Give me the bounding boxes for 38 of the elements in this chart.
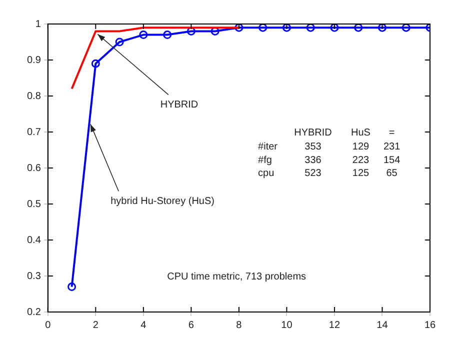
x-tick-label: 16 <box>424 320 436 331</box>
y-tick-label: 1 <box>35 18 42 30</box>
point <box>163 30 172 40</box>
point <box>402 24 410 32</box>
annotation: CPU time metric, 713 problems <box>167 271 306 282</box>
y-tick-label: 0.4 <box>26 234 42 246</box>
x-tick-label: 10 <box>281 320 293 331</box>
text: HYBRID HuS = <box>294 127 395 138</box>
y-tick-label: 0.2 <box>26 306 42 318</box>
y-tick-label: 0.6 <box>26 162 42 174</box>
point <box>234 24 244 32</box>
y-tick-label: 0.8 <box>26 90 42 102</box>
x-tick-label: 6 <box>188 320 194 331</box>
point <box>330 24 339 32</box>
x-tick-label: 4 <box>140 320 147 331</box>
point <box>306 24 315 32</box>
x-tick-label: 0 <box>45 320 52 331</box>
point <box>378 24 386 32</box>
point <box>68 282 76 292</box>
y-tick-label: 0.7 <box>26 126 42 138</box>
point <box>282 24 291 32</box>
text: #iter 353 129 231 <box>258 142 400 153</box>
annotation: hybrid Hu-Storey (HuS) <box>110 196 214 207</box>
x-tick-label: 14 <box>376 320 388 331</box>
y-tick-label: 0.3 <box>26 270 42 282</box>
annotation: HYBRID <box>160 99 198 110</box>
point <box>354 24 363 32</box>
x-tick-label: 12 <box>328 320 340 331</box>
point <box>91 59 100 68</box>
text: cpu 523 125 65 <box>258 168 398 179</box>
text: #fg 336 223 154 <box>258 154 400 166</box>
y-tick-label: 0.9 <box>26 54 42 66</box>
point <box>139 30 148 40</box>
x-tick-label: 2 <box>92 320 99 331</box>
point <box>258 24 268 32</box>
x-tick-label: 8 <box>236 320 242 331</box>
point <box>115 38 124 46</box>
y-tick-label: 0.5 <box>26 198 42 210</box>
